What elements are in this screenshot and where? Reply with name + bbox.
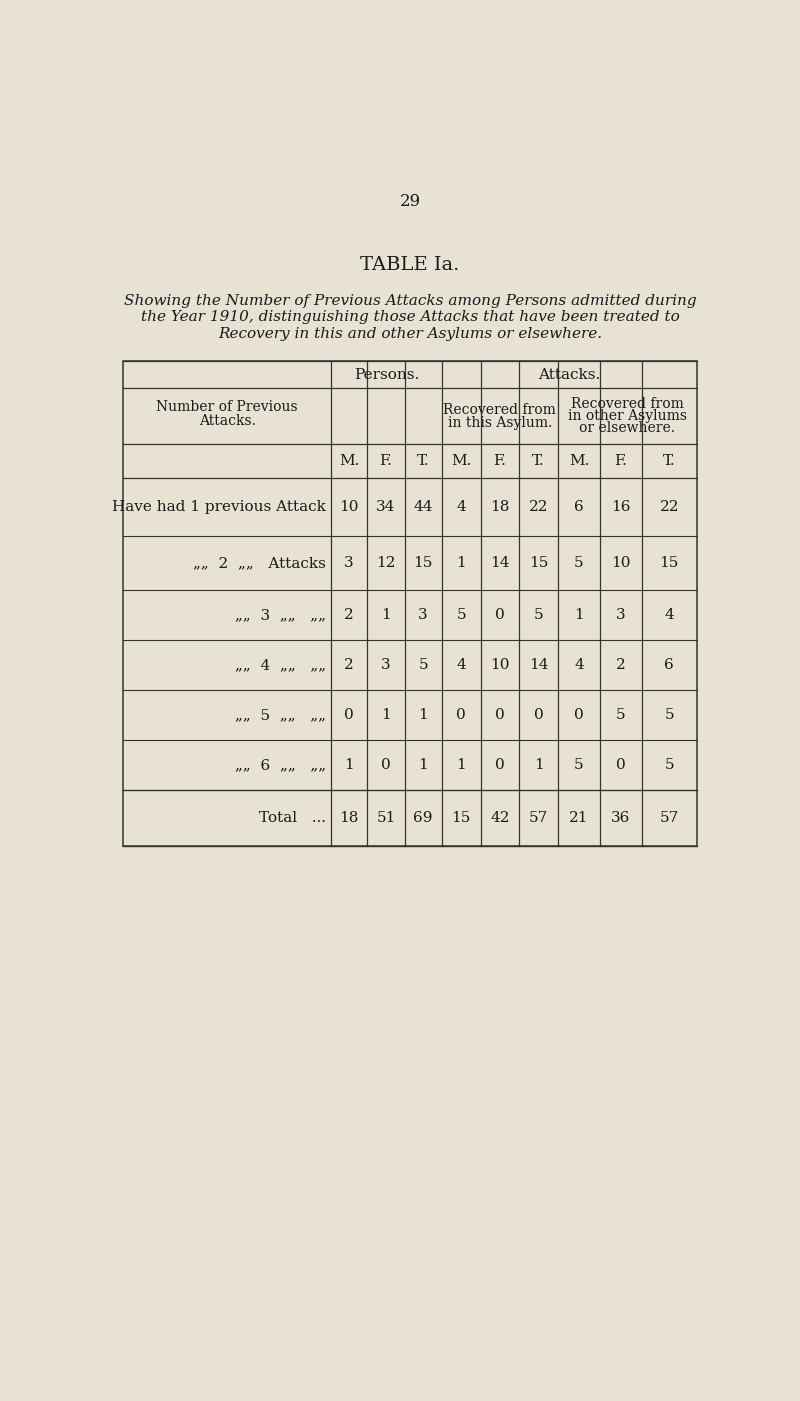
Text: Recovery in this and other Asylums or elsewhere.: Recovery in this and other Asylums or el… xyxy=(218,326,602,340)
Text: 2: 2 xyxy=(616,658,626,672)
Text: 18: 18 xyxy=(490,500,510,514)
Text: 51: 51 xyxy=(376,811,396,825)
Text: M.: M. xyxy=(451,454,471,468)
Text: TABLE Ia.: TABLE Ia. xyxy=(360,256,460,275)
Text: M.: M. xyxy=(339,454,359,468)
Text: 5: 5 xyxy=(456,608,466,622)
Text: 10: 10 xyxy=(490,658,510,672)
Text: 5: 5 xyxy=(616,708,626,722)
Text: Showing the Number of Previous Attacks among Persons admitted during: Showing the Number of Previous Attacks a… xyxy=(124,294,696,308)
Text: 1: 1 xyxy=(574,608,584,622)
Text: in other Asylums: in other Asylums xyxy=(568,409,687,423)
Text: 1: 1 xyxy=(418,708,428,722)
Text: 15: 15 xyxy=(451,811,471,825)
Text: 22: 22 xyxy=(659,500,679,514)
Text: 2: 2 xyxy=(344,658,354,672)
Text: 36: 36 xyxy=(611,811,630,825)
Text: 6: 6 xyxy=(664,658,674,672)
Text: 0: 0 xyxy=(534,708,543,722)
Text: „„  4  „„   „„: „„ 4 „„ „„ xyxy=(235,658,326,672)
Text: F.: F. xyxy=(379,454,393,468)
Text: T.: T. xyxy=(663,454,675,468)
Text: 3: 3 xyxy=(344,556,354,570)
Text: Total   ...: Total ... xyxy=(259,811,326,825)
Text: 15: 15 xyxy=(659,556,679,570)
Text: 16: 16 xyxy=(611,500,630,514)
Text: 0: 0 xyxy=(495,708,505,722)
Text: T.: T. xyxy=(532,454,545,468)
Text: 18: 18 xyxy=(339,811,359,825)
Text: 69: 69 xyxy=(414,811,433,825)
Text: M.: M. xyxy=(569,454,589,468)
Text: Have had 1 previous Attack: Have had 1 previous Attack xyxy=(113,500,326,514)
Text: 10: 10 xyxy=(339,500,359,514)
Text: 15: 15 xyxy=(414,556,433,570)
Text: 44: 44 xyxy=(414,500,433,514)
Text: „„  6  „„   „„: „„ 6 „„ „„ xyxy=(235,758,326,772)
Text: 15: 15 xyxy=(529,556,548,570)
Text: 6: 6 xyxy=(574,500,584,514)
Text: 34: 34 xyxy=(376,500,396,514)
Text: 22: 22 xyxy=(529,500,549,514)
Text: Recovered from: Recovered from xyxy=(443,403,556,417)
Text: 0: 0 xyxy=(495,758,505,772)
Text: 4: 4 xyxy=(574,658,584,672)
Text: Attacks.: Attacks. xyxy=(198,415,255,429)
Text: 4: 4 xyxy=(456,500,466,514)
Text: Recovered from: Recovered from xyxy=(571,396,684,410)
Text: 1: 1 xyxy=(381,708,391,722)
Text: „„  5  „„   „„: „„ 5 „„ „„ xyxy=(235,708,326,722)
Text: 14: 14 xyxy=(490,556,510,570)
Text: 5: 5 xyxy=(665,708,674,722)
Text: 21: 21 xyxy=(570,811,589,825)
Text: 0: 0 xyxy=(381,758,391,772)
Text: 0: 0 xyxy=(616,758,626,772)
Text: F.: F. xyxy=(614,454,627,468)
Text: 42: 42 xyxy=(490,811,510,825)
Text: 1: 1 xyxy=(456,758,466,772)
Text: 57: 57 xyxy=(529,811,548,825)
Text: 5: 5 xyxy=(665,758,674,772)
Text: 5: 5 xyxy=(574,758,584,772)
Text: 2: 2 xyxy=(344,608,354,622)
Text: 0: 0 xyxy=(344,708,354,722)
Text: 1: 1 xyxy=(418,758,428,772)
Text: 0: 0 xyxy=(456,708,466,722)
Text: 29: 29 xyxy=(399,193,421,210)
Text: F.: F. xyxy=(494,454,506,468)
Text: 1: 1 xyxy=(456,556,466,570)
Text: 12: 12 xyxy=(376,556,396,570)
Text: Number of Previous: Number of Previous xyxy=(156,399,298,413)
Text: 10: 10 xyxy=(611,556,630,570)
Text: Persons.: Persons. xyxy=(354,368,419,382)
Text: 5: 5 xyxy=(418,658,428,672)
Bar xyxy=(123,361,697,846)
Text: 57: 57 xyxy=(660,811,679,825)
Text: T.: T. xyxy=(417,454,430,468)
Text: the Year 1910, distinguishing those Attacks that have been treated to: the Year 1910, distinguishing those Atta… xyxy=(141,311,679,325)
Text: „„  3  „„   „„: „„ 3 „„ „„ xyxy=(235,608,326,622)
Text: 14: 14 xyxy=(529,658,549,672)
Text: 1: 1 xyxy=(381,608,391,622)
Text: Attacks.: Attacks. xyxy=(538,368,600,382)
Text: 1: 1 xyxy=(534,758,543,772)
Text: 3: 3 xyxy=(418,608,428,622)
Text: 3: 3 xyxy=(616,608,626,622)
Text: 5: 5 xyxy=(534,608,543,622)
Text: 0: 0 xyxy=(574,708,584,722)
Text: 4: 4 xyxy=(664,608,674,622)
Text: 1: 1 xyxy=(344,758,354,772)
Text: 4: 4 xyxy=(456,658,466,672)
Text: or elsewhere.: or elsewhere. xyxy=(579,422,675,436)
Text: 3: 3 xyxy=(381,658,390,672)
Text: 0: 0 xyxy=(495,608,505,622)
Text: 5: 5 xyxy=(574,556,584,570)
Text: in this Asylum.: in this Asylum. xyxy=(448,416,552,430)
Text: „„  2  „„   Attacks: „„ 2 „„ Attacks xyxy=(194,556,326,570)
